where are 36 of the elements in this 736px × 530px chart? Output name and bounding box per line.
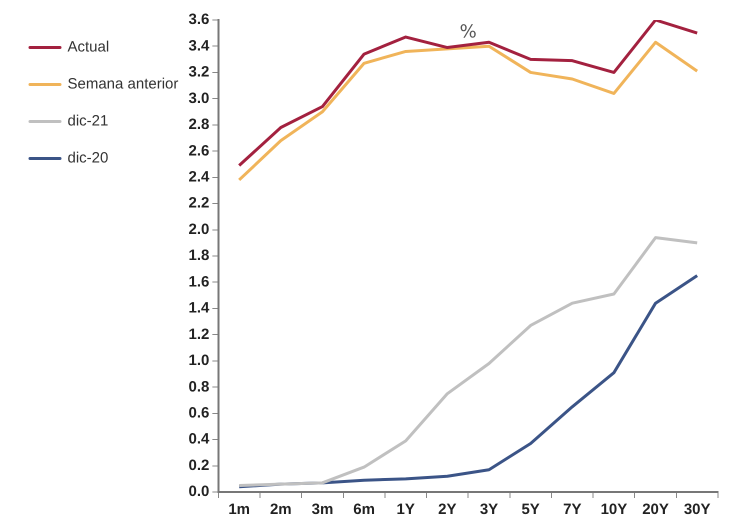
y-tick-label: 0.4 bbox=[188, 430, 210, 448]
annotation: % bbox=[460, 22, 477, 43]
x-tick-label: 3Y bbox=[480, 501, 498, 518]
y-tick-label: 2.8 bbox=[188, 116, 210, 134]
y-tick-label: 2.0 bbox=[188, 220, 210, 238]
x-tick-label: 2m bbox=[270, 501, 292, 518]
x-tick-label: 10Y bbox=[600, 501, 628, 518]
legend-label: Actual bbox=[68, 38, 110, 56]
y-tick-label: 0.8 bbox=[188, 378, 210, 396]
y-tick-label: 1.4 bbox=[188, 300, 210, 317]
y-tick-label: 3.4 bbox=[188, 37, 210, 54]
y-tick-label: 1.0 bbox=[188, 352, 210, 370]
x-tick-label: 7Y bbox=[563, 501, 582, 518]
x-tick-label: 3m bbox=[312, 501, 334, 518]
x-tick-label: 1m bbox=[228, 501, 250, 518]
y-tick-label: 1.6 bbox=[188, 273, 210, 290]
x-tick-label: 1Y bbox=[396, 501, 415, 518]
y-tick-label: 0.6 bbox=[188, 404, 210, 422]
legend-label: dic-20 bbox=[68, 150, 108, 167]
x-tick-label: 6m bbox=[353, 501, 375, 518]
x-tick-label: 2Y bbox=[438, 501, 457, 518]
y-tick-label: 2.2 bbox=[188, 194, 210, 212]
y-tick-label: 3.2 bbox=[188, 64, 210, 81]
y-tick-label: 3.0 bbox=[188, 90, 210, 107]
y-tick-label: 1.8 bbox=[188, 247, 210, 264]
y-tick-label: 2.4 bbox=[188, 168, 210, 186]
x-tick-label: 30Y bbox=[684, 501, 711, 518]
y-tick-label: 1.2 bbox=[188, 326, 210, 343]
y-tick-label: 0.0 bbox=[188, 483, 210, 500]
y-tick-label: 0.2 bbox=[188, 456, 210, 474]
x-tick-label: 20Y bbox=[642, 501, 669, 518]
y-tick-label: 3.6 bbox=[188, 11, 210, 28]
y-tick-label: 2.6 bbox=[188, 142, 210, 160]
legend-label: Semana anterior bbox=[68, 76, 178, 93]
x-tick-label: 5Y bbox=[521, 501, 540, 518]
legend-label: dic-21 bbox=[68, 112, 108, 130]
